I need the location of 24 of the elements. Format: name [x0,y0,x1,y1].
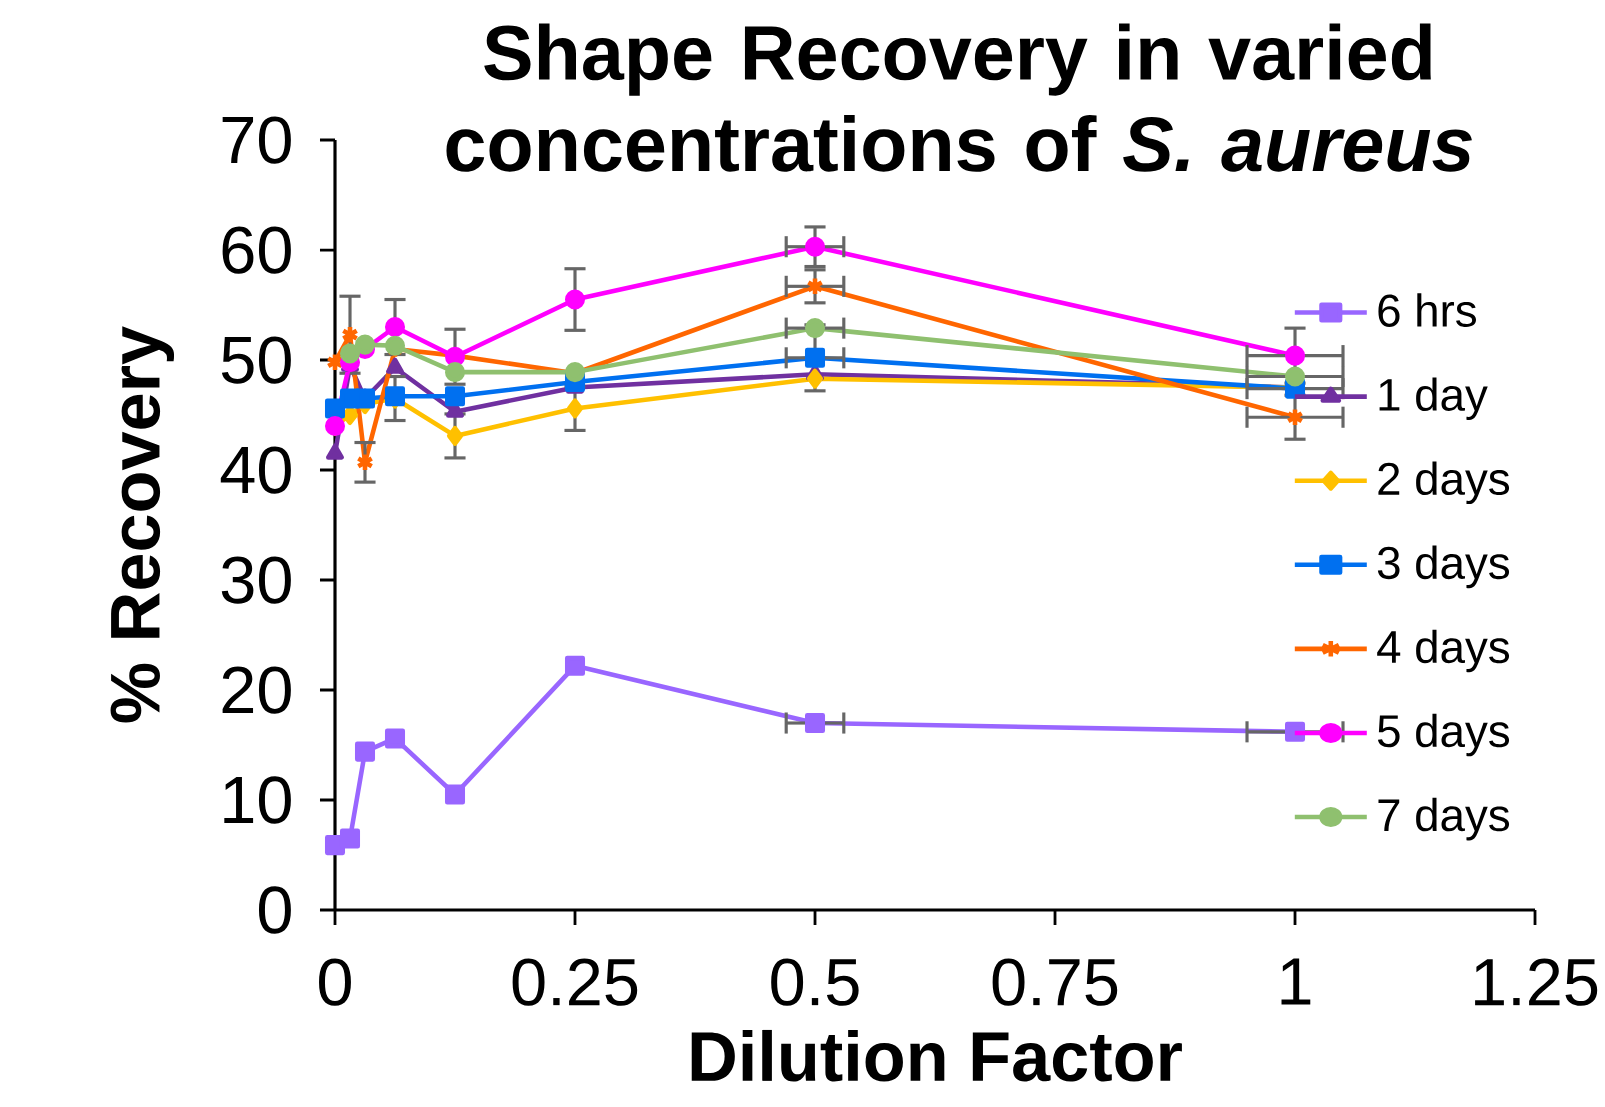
y-tick-label: 0 [258,886,291,934]
y-tick-label: 10 [224,776,291,824]
y-tick-label: 30 [221,556,291,604]
x-tick-label: 0.5 [771,958,859,1006]
legend-label: 6 hrs [1378,293,1477,327]
x-tick-label: 0.75 [992,958,1118,1006]
x-tick-label: 0 [319,958,351,1006]
y-tick-label: 50 [221,336,291,384]
y-tick-label: 70 [222,116,291,164]
x-tick-label: 1.25 [1475,958,1598,1006]
legend-label: 5 days [1377,713,1510,757]
chart-title: Shape Recovery in varied concentrations of S. aureus [446,23,1472,172]
y-tick-label: 40 [220,446,291,494]
x-tick-label: 1 [1281,958,1311,1005]
legend-label: 1 day [1379,377,1488,421]
legend-label: 7 days [1378,797,1510,841]
legend-label: 3 days [1377,545,1510,589]
x-axis-title: Dilution Factor [691,1029,1182,1082]
y-tick-label: 20 [222,666,291,714]
legend-label: 4 days [1377,629,1510,673]
y-tick-label: 60 [222,226,291,274]
legend-label: 2 days [1378,461,1510,505]
x-tick-label: 0.25 [512,958,638,1006]
y-axis-title: % Recovery [110,326,175,723]
